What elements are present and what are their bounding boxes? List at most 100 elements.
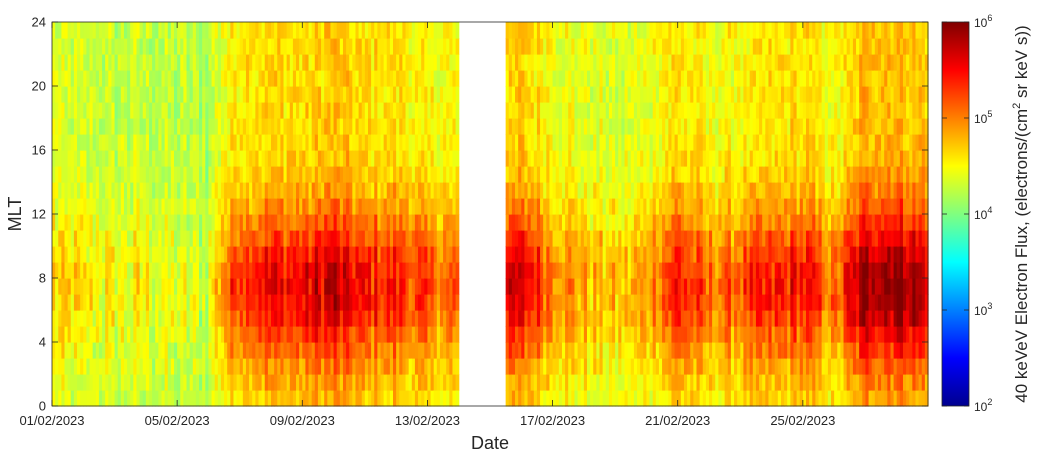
- heatmap-cell: [702, 86, 707, 103]
- heatmap-cell: [380, 326, 385, 343]
- heatmap-cell: [386, 358, 391, 375]
- heatmap-cell: [662, 310, 666, 327]
- heatmap-cell: [214, 358, 219, 375]
- heatmap-cell: [443, 198, 447, 215]
- heatmap-cell: [658, 198, 663, 215]
- heatmap-cell: [227, 22, 231, 39]
- heatmap-cell: [549, 166, 554, 183]
- heatmap-cell: [627, 262, 632, 279]
- heatmap-cell: [264, 310, 269, 327]
- heatmap-cell: [705, 118, 710, 135]
- heatmap-cell: [333, 22, 338, 39]
- heatmap-cell: [505, 230, 510, 247]
- heatmap-cell: [64, 198, 69, 215]
- heatmap-cell: [333, 86, 338, 103]
- heatmap-cell: [249, 166, 253, 183]
- heatmap-cell: [687, 54, 691, 71]
- heatmap-cell: [299, 374, 303, 391]
- heatmap-cell: [743, 134, 748, 151]
- heatmap-cell: [705, 294, 710, 311]
- heatmap-cell: [527, 198, 532, 215]
- heatmap-cell: [530, 310, 535, 327]
- heatmap-cell: [136, 374, 141, 391]
- heatmap-cell: [267, 182, 272, 199]
- heatmap-cell: [540, 118, 544, 135]
- heatmap-cell: [236, 118, 241, 135]
- heatmap-cell: [224, 246, 228, 263]
- heatmap-cell: [377, 294, 382, 311]
- heatmap-cell: [533, 166, 538, 183]
- heatmap-cell: [361, 134, 366, 151]
- heatmap-cell: [633, 374, 638, 391]
- heatmap-cell: [355, 374, 360, 391]
- heatmap-cell: [299, 358, 303, 375]
- heatmap-cell: [452, 246, 457, 263]
- heatmap-cell: [515, 310, 519, 327]
- heatmap-cell: [130, 214, 134, 231]
- heatmap-cell: [152, 102, 156, 119]
- heatmap-cell: [424, 38, 429, 55]
- heatmap-cell: [202, 246, 206, 263]
- heatmap-cell: [530, 358, 535, 375]
- heatmap-cell: [624, 118, 629, 135]
- heatmap-cell: [152, 214, 156, 231]
- heatmap-cell: [271, 390, 275, 407]
- heatmap-cell: [180, 54, 184, 71]
- heatmap-cell: [199, 358, 203, 375]
- heatmap-cell: [183, 230, 188, 247]
- heatmap-cell: [117, 102, 122, 119]
- heatmap-cell: [677, 198, 682, 215]
- heatmap-cell: [561, 166, 566, 183]
- heatmap-cell: [718, 150, 723, 167]
- heatmap-cell: [61, 342, 66, 359]
- heatmap-cell: [217, 38, 222, 55]
- heatmap-cell: [652, 358, 657, 375]
- heatmap-cell: [740, 326, 745, 343]
- heatmap-cell: [217, 246, 222, 263]
- heatmap-cell: [652, 166, 657, 183]
- heatmap-cell: [217, 198, 222, 215]
- heatmap-cell: [608, 198, 613, 215]
- heatmap-cell: [630, 54, 635, 71]
- heatmap-cell: [83, 230, 88, 247]
- heatmap-cell: [593, 150, 597, 167]
- heatmap-cell: [449, 374, 454, 391]
- heatmap-cell: [414, 278, 419, 295]
- heatmap-cell: [205, 262, 210, 279]
- heatmap-cell: [145, 326, 150, 343]
- heatmap-cell: [709, 118, 713, 135]
- heatmap-cell: [289, 134, 294, 151]
- heatmap-cell: [615, 134, 619, 151]
- heatmap-cell: [98, 70, 103, 87]
- heatmap-cell: [414, 326, 419, 343]
- heatmap-cell: [98, 326, 103, 343]
- heatmap-cell: [555, 22, 560, 39]
- heatmap-cell: [718, 134, 723, 151]
- heatmap-cell: [327, 118, 332, 135]
- heatmap-cell: [130, 310, 134, 327]
- heatmap-cell: [405, 246, 410, 263]
- heatmap-cell: [70, 118, 75, 135]
- heatmap-cell: [352, 278, 357, 295]
- heatmap-cell: [746, 134, 751, 151]
- heatmap-cell: [683, 262, 688, 279]
- heatmap-cell: [86, 310, 91, 327]
- heatmap-cell: [427, 278, 432, 295]
- heatmap-cell: [77, 230, 81, 247]
- heatmap-cell: [145, 342, 150, 359]
- heatmap-cell: [737, 54, 741, 71]
- heatmap-cell: [283, 150, 288, 167]
- heatmap-cell: [740, 118, 745, 135]
- heatmap-cell: [145, 214, 150, 231]
- heatmap-cell: [727, 22, 732, 39]
- heatmap-cell: [349, 38, 353, 55]
- heatmap-cell: [208, 214, 213, 231]
- heatmap-cell: [86, 22, 91, 39]
- heatmap-cell: [421, 262, 425, 279]
- heatmap-cell: [302, 166, 307, 183]
- heatmap-cell: [521, 358, 526, 375]
- heatmap-cell: [217, 326, 222, 343]
- heatmap-cell: [89, 358, 94, 375]
- heatmap-cell: [524, 38, 529, 55]
- heatmap-cell: [227, 54, 231, 71]
